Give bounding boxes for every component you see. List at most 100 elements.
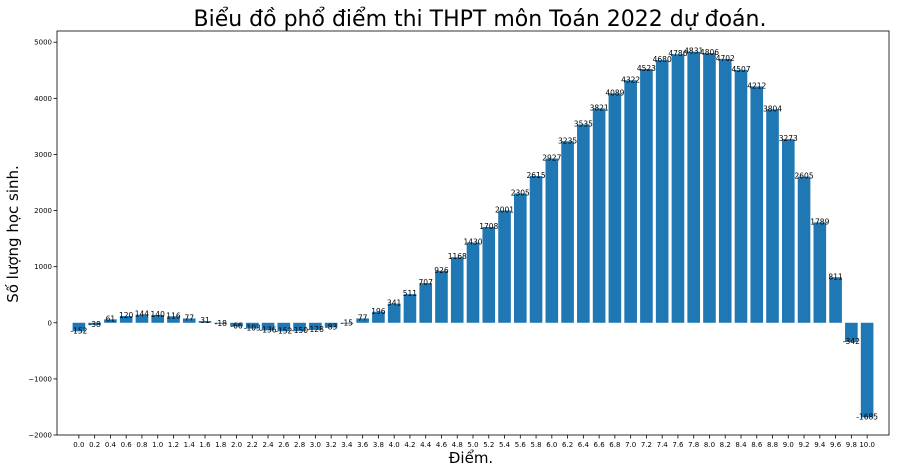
x-tick-label: 9.2 xyxy=(798,441,809,449)
data-label: 3821 xyxy=(590,103,609,112)
data-label: -66 xyxy=(230,321,242,330)
x-tick-label: 0.4 xyxy=(105,441,117,449)
data-label: 3235 xyxy=(558,136,577,145)
x-tick-label: 1.4 xyxy=(184,441,196,449)
x-tick-label: 8.6 xyxy=(751,441,763,449)
data-label: 1168 xyxy=(448,252,467,261)
data-label: 4680 xyxy=(653,55,672,64)
data-label: 77 xyxy=(358,313,368,322)
bar xyxy=(766,109,779,323)
data-label: 4322 xyxy=(621,75,640,84)
data-label: -136 xyxy=(260,325,277,334)
bar xyxy=(482,226,496,323)
bar xyxy=(435,270,448,323)
bar xyxy=(781,139,795,323)
bar xyxy=(845,322,858,342)
bar xyxy=(450,257,464,323)
data-label: -152 xyxy=(70,326,87,335)
data-label: 120 xyxy=(119,311,134,320)
data-label: 707 xyxy=(419,278,434,287)
bar xyxy=(372,311,385,323)
data-label: 2615 xyxy=(527,171,546,180)
bar xyxy=(119,316,133,323)
plot-frame xyxy=(56,30,890,436)
data-label: 4831 xyxy=(684,47,703,56)
x-tick-label: 9.6 xyxy=(830,441,842,449)
data-label: 196 xyxy=(371,307,386,316)
bar xyxy=(230,322,243,327)
bar xyxy=(261,322,275,331)
y-tick-label: −1000 xyxy=(28,375,52,383)
bar xyxy=(182,318,196,323)
bar xyxy=(214,322,228,324)
bar xyxy=(245,322,259,329)
x-axis-label: Điểm. xyxy=(449,449,493,467)
x-tick-label: 7.4 xyxy=(657,441,669,449)
x-tick-label: 2.4 xyxy=(262,441,274,449)
x-tick-label: 8.4 xyxy=(735,441,747,449)
bar xyxy=(545,158,559,323)
x-axis: 0.0 0.2 0.4 0.6 0.8 1.0 1.2 1.4 1.6 1.8 2.0 2.2 2.4 2… xyxy=(73,435,875,449)
x-tick-label: 4.2 xyxy=(404,441,415,449)
x-tick-label: 9.0 xyxy=(783,441,794,449)
x-tick-label: 6.8 xyxy=(609,441,620,449)
data-label: -152 xyxy=(275,326,292,335)
bar xyxy=(309,322,322,330)
bar xyxy=(293,322,306,332)
bar xyxy=(829,277,842,323)
bar xyxy=(387,303,401,323)
x-tick-label: 1.8 xyxy=(215,441,226,449)
x-tick-label: 3.0 xyxy=(310,441,321,449)
bar xyxy=(419,283,433,323)
x-tick-label: 7.0 xyxy=(625,441,636,449)
x-tick-label: 9.8 xyxy=(846,441,857,449)
data-label: 3273 xyxy=(779,134,798,143)
data-label: -342 xyxy=(843,337,860,346)
bar xyxy=(466,242,480,323)
y-tick-label: −2000 xyxy=(28,432,52,440)
x-tick-label: 6.4 xyxy=(578,441,590,449)
x-tick-label: 1.6 xyxy=(199,441,211,449)
data-label: 61 xyxy=(106,314,116,323)
data-label: 4507 xyxy=(731,65,750,74)
x-tick-label: 7.2 xyxy=(641,441,652,449)
x-tick-label: 4.6 xyxy=(436,441,448,449)
bar xyxy=(340,322,354,324)
data-label: 926 xyxy=(434,266,449,275)
x-tick-label: 5.6 xyxy=(515,441,527,449)
data-label: 1789 xyxy=(810,217,829,226)
x-tick-label: 4.0 xyxy=(389,441,400,449)
bar xyxy=(860,322,874,418)
bar xyxy=(104,319,117,323)
data-label: -150 xyxy=(291,326,308,335)
data-label: 2927 xyxy=(542,154,561,163)
x-tick-label: 7.6 xyxy=(672,441,684,449)
x-tick-label: 3.4 xyxy=(341,441,353,449)
data-label: 4212 xyxy=(747,81,766,90)
y-tick-label: 3000 xyxy=(34,151,52,159)
x-tick-label: 10.0 xyxy=(859,441,875,449)
data-label: 144 xyxy=(135,310,150,319)
data-label: -15 xyxy=(341,319,353,328)
x-tick-label: 7.8 xyxy=(688,441,699,449)
x-tick-label: 0.0 xyxy=(73,441,84,449)
bar xyxy=(72,322,86,332)
y-tick-label: 2000 xyxy=(34,207,52,215)
data-label: -18 xyxy=(215,319,227,328)
x-tick-label: 2.2 xyxy=(247,441,258,449)
data-label: -83 xyxy=(325,322,337,331)
bar xyxy=(135,314,149,323)
x-tick-label: 3.6 xyxy=(357,441,369,449)
x-tick-label: 3.8 xyxy=(373,441,384,449)
bar xyxy=(608,93,622,323)
data-label: 3804 xyxy=(763,104,782,113)
x-tick-label: 0.8 xyxy=(136,441,147,449)
x-tick-label: 6.0 xyxy=(546,441,557,449)
x-tick-label: 4.4 xyxy=(420,441,432,449)
data-label: 1708 xyxy=(479,222,498,231)
x-tick-label: 6.6 xyxy=(594,441,606,449)
data-label: 4806 xyxy=(700,48,719,57)
data-label: -128 xyxy=(307,325,324,334)
